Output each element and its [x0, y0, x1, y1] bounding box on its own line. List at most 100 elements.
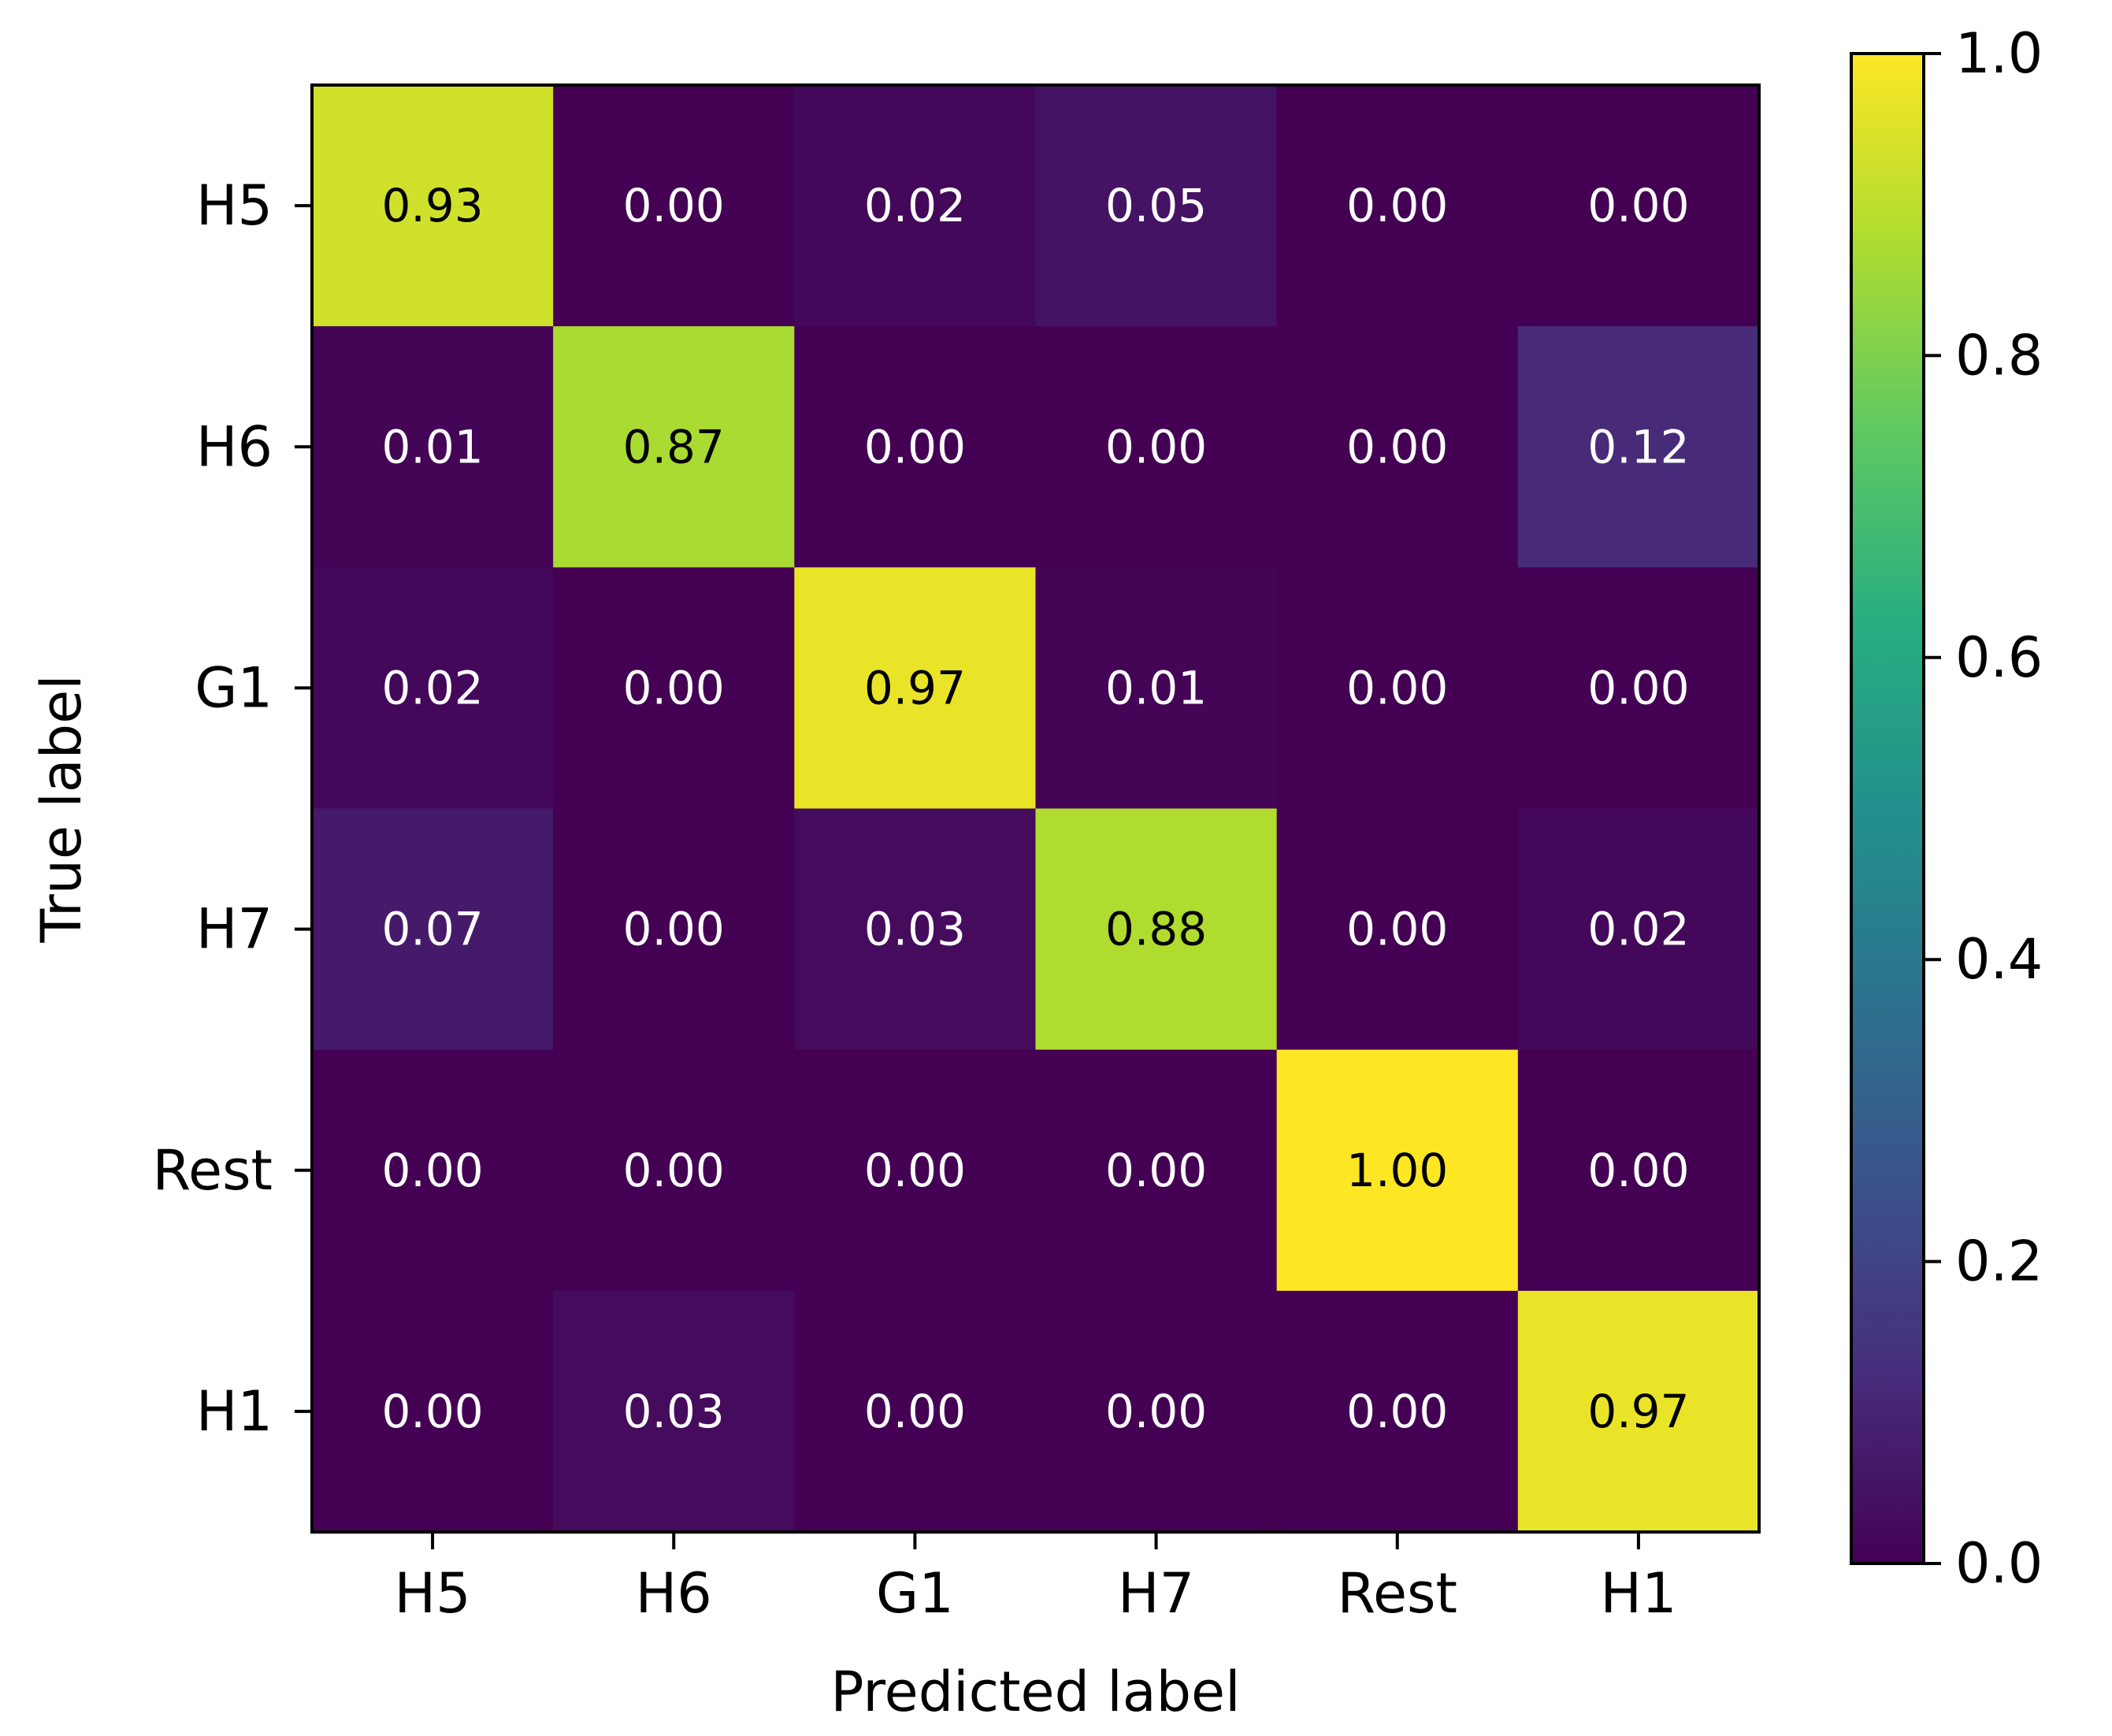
cell-value-label: 0.00 — [623, 1144, 725, 1197]
cell-value-label: 0.00 — [1105, 420, 1207, 473]
cell-value-label: 0.00 — [1105, 1385, 1207, 1438]
cell-value-label: 1.00 — [1346, 1144, 1448, 1197]
x-tick-label: H1 — [1600, 1561, 1676, 1626]
heatmap-cell — [1276, 1290, 1519, 1533]
y-tick-label: H7 — [196, 897, 273, 962]
plot-frame — [310, 83, 1761, 1534]
cell-value-label: 0.01 — [382, 420, 484, 473]
heatmap-cell — [1035, 85, 1278, 327]
x-tick-label: H5 — [394, 1561, 470, 1626]
cell-value-label: 0.00 — [382, 1144, 484, 1197]
cell-value-label: 0.00 — [623, 661, 725, 714]
cell-value-label: 0.00 — [1105, 1144, 1207, 1197]
cell-value-label: 0.07 — [382, 903, 484, 956]
y-tick-label: H6 — [196, 414, 273, 479]
colorbar-tick-label: 0.2 — [1955, 1230, 2043, 1294]
heatmap-cell — [794, 808, 1036, 1051]
heatmap-cell — [312, 1049, 554, 1292]
cell-value-label: 0.00 — [1587, 179, 1689, 232]
heatmap-cell — [1517, 326, 1760, 568]
y-tick-label: H1 — [196, 1379, 273, 1444]
y-tick-label: G1 — [195, 655, 273, 720]
heatmap-cell — [1517, 85, 1760, 327]
heatmap-cell — [1276, 85, 1519, 327]
heatmap-cell — [1517, 808, 1760, 1051]
cell-value-label: 0.88 — [1105, 903, 1207, 956]
cell-value-label: 0.02 — [1587, 903, 1689, 956]
heatmap-cell — [1517, 1290, 1760, 1533]
heatmap-cell — [312, 808, 554, 1051]
heatmap-cell — [312, 567, 554, 809]
cell-value-label: 0.03 — [623, 1385, 725, 1438]
y-axis-ticks: H5 H6 G1 H7 Rest H1 — [153, 173, 312, 1444]
cell-value-label: 0.03 — [864, 903, 966, 956]
colorbar-tick-label: 1.0 — [1955, 21, 2043, 86]
heatmap-cell — [553, 808, 795, 1051]
cell-value-label: 0.97 — [864, 661, 966, 714]
heatmap-cell — [1035, 1290, 1278, 1533]
heatmap-cell — [553, 1290, 795, 1533]
cell-value-label: 0.00 — [1346, 179, 1448, 232]
colorbar-ticks: 0.0 0.2 0.4 0.6 0.8 1.0 — [1924, 21, 2043, 1596]
cell-value-label: 0.12 — [1587, 420, 1689, 473]
cell-value-label: 0.00 — [1587, 1144, 1689, 1197]
colorbar — [1850, 52, 1925, 1565]
colorbar-tick-label: 0.0 — [1955, 1531, 2043, 1596]
cell-value-label: 0.93 — [382, 179, 484, 232]
heatmap-cell — [1276, 567, 1519, 809]
heatmap-cell — [553, 567, 795, 809]
heatmap-cell — [312, 1290, 554, 1533]
cell-value-label: 0.00 — [1587, 661, 1689, 714]
heatmap-cell — [794, 1049, 1036, 1292]
y-axis-label: True label — [29, 674, 94, 943]
colorbar-tick-label: 0.8 — [1955, 323, 2043, 388]
heatmap-cell — [312, 326, 554, 568]
x-tick-label: H7 — [1118, 1561, 1194, 1626]
cell-value-label: 0.00 — [1346, 1385, 1448, 1438]
y-tick-label: H5 — [196, 173, 273, 238]
x-tick-label: G1 — [876, 1561, 954, 1626]
x-tick-label: H6 — [636, 1561, 712, 1626]
cell-value-label: 0.02 — [382, 661, 484, 714]
heatmap-cell — [1517, 1049, 1760, 1292]
cell-value-label: 0.00 — [382, 1385, 484, 1438]
heatmap-cell — [1035, 808, 1278, 1051]
heatmap-cell — [794, 326, 1036, 568]
cell-value-label: 0.01 — [1105, 661, 1207, 714]
heatmap-cell — [1276, 326, 1519, 568]
cell-value-label: 0.00 — [864, 420, 966, 473]
cell-value-label: 0.00 — [623, 179, 725, 232]
cell-value-label: 0.00 — [864, 1385, 966, 1438]
heatmap-cell — [1276, 1049, 1519, 1292]
heatmap-cell — [553, 1049, 795, 1292]
heatmap-cell — [553, 85, 795, 327]
heatmap-cell — [1035, 1049, 1278, 1292]
heatmap-cells — [312, 85, 1760, 1533]
heatmap-cell — [312, 85, 554, 327]
heatmap-cell — [1276, 808, 1519, 1051]
cell-value-label: 0.87 — [623, 420, 725, 473]
heatmap-cell — [1035, 326, 1278, 568]
heatmap-cell — [1517, 567, 1760, 809]
cell-value-label: 0.02 — [864, 179, 966, 232]
cell-value-label: 0.00 — [1346, 903, 1448, 956]
heatmap-cell — [794, 1290, 1036, 1533]
cell-value-label: 0.97 — [1587, 1385, 1689, 1438]
cell-value-label: 0.05 — [1105, 179, 1207, 232]
cell-value-label: 0.00 — [623, 903, 725, 956]
heatmap-cell-labels: 0.93 0.00 0.02 0.05 0.00 0.00 0.01 0.87 0.00 0.00… — [382, 179, 1690, 1438]
heatmap-cell — [1035, 567, 1278, 809]
colorbar-tick-label: 0.6 — [1955, 625, 2043, 690]
cell-value-label: 0.00 — [1346, 661, 1448, 714]
heatmap-cell — [794, 85, 1036, 327]
y-tick-label: Rest — [153, 1138, 273, 1203]
cell-value-label: 0.00 — [1346, 420, 1448, 473]
x-axis-label: Predicted label — [830, 1660, 1240, 1724]
cell-value-label: 0.00 — [864, 1144, 966, 1197]
x-tick-label: Rest — [1338, 1561, 1457, 1626]
colorbar-tick-label: 0.4 — [1955, 927, 2043, 992]
heatmap-cell — [553, 326, 795, 568]
heatmap-cell — [794, 567, 1036, 809]
x-axis-ticks: H5 H6 G1 H7 Rest H1 — [394, 1532, 1677, 1626]
